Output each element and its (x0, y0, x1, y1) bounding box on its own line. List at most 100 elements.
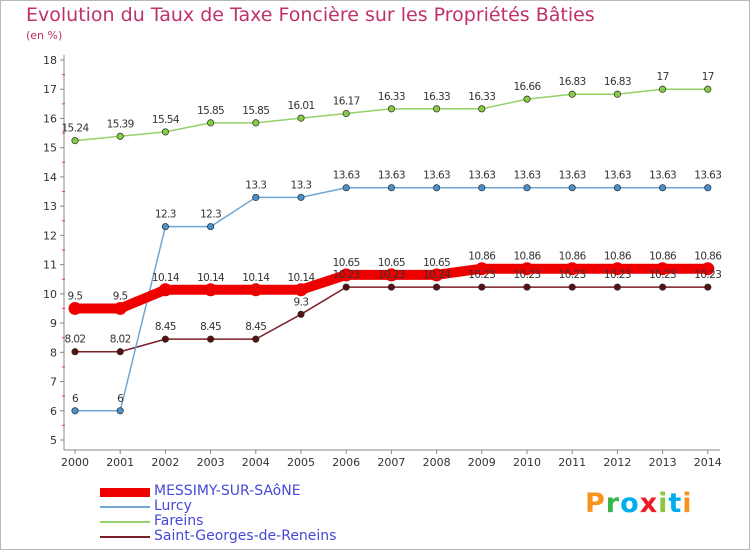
x-tick-label: 2011 (558, 456, 586, 469)
data-point (387, 105, 395, 113)
data-label: 13.63 (333, 170, 360, 182)
x-tick-label: 2003 (197, 456, 225, 469)
data-label: 10.23 (513, 269, 540, 281)
data-label: 10.24 (423, 269, 451, 281)
data-label: 10.65 (333, 257, 360, 269)
data-point (523, 283, 531, 291)
data-label: 10.65 (378, 257, 405, 269)
y-tick-label: 12 (43, 229, 57, 242)
data-point (659, 85, 667, 93)
x-tick-label: 2005 (287, 456, 315, 469)
data-point (610, 262, 624, 276)
y-tick-label: 7 (50, 376, 57, 389)
data-point (433, 105, 441, 113)
legend-swatch (100, 536, 150, 538)
x-tick-label: 2002 (151, 456, 179, 469)
y-tick-label: 16 (43, 112, 57, 125)
data-point (339, 268, 353, 282)
data-label: 13.63 (468, 170, 495, 182)
data-label: 10.86 (649, 251, 677, 263)
data-point (161, 335, 169, 343)
x-tick-label: 2000 (61, 456, 89, 469)
series-line-0 (74, 286, 709, 353)
data-label: 15.85 (197, 105, 224, 117)
data-point (520, 262, 534, 276)
legend-label: Saint-Georges-de-Reneins (154, 528, 337, 544)
logo-letter: o (620, 488, 640, 519)
x-tick-label: 2008 (423, 456, 451, 469)
data-point (252, 193, 260, 201)
data-label: 17 (702, 71, 714, 83)
data-point (613, 184, 621, 192)
data-label: 8.45 (245, 321, 266, 333)
x-tick-label: 2001 (106, 456, 134, 469)
data-point (659, 184, 667, 192)
data-point (430, 268, 444, 282)
data-point (568, 184, 576, 192)
legend-swatch (100, 506, 150, 508)
data-point (71, 137, 79, 145)
data-label: 10.65 (423, 257, 450, 269)
data-label: 10.23 (559, 269, 586, 281)
data-label: 13.63 (559, 170, 586, 182)
data-point (297, 114, 305, 122)
data-label: 12.3 (200, 209, 221, 221)
data-label: 9.5 (113, 290, 128, 302)
data-point (659, 283, 667, 291)
data-label: 10.14 (242, 272, 270, 284)
proxiti-logo: Proxiti (585, 488, 693, 519)
data-point (478, 283, 486, 291)
data-label: 8.45 (200, 321, 221, 333)
data-label: 10.14 (287, 272, 315, 284)
logo-letter: t (668, 488, 683, 519)
data-point (294, 283, 308, 297)
data-point (116, 132, 124, 140)
logo-letter: i (658, 488, 669, 519)
data-point (249, 283, 263, 297)
data-label: 13.63 (423, 170, 450, 182)
data-point (161, 128, 169, 136)
data-label: 13.63 (513, 170, 540, 182)
data-point (475, 262, 489, 276)
data-label: 10.86 (694, 251, 722, 263)
logo-letter: x (639, 488, 659, 519)
data-label: 6 (72, 393, 79, 405)
data-point (568, 283, 576, 291)
data-label: 15.39 (107, 118, 134, 130)
data-label: 16.83 (559, 76, 586, 88)
data-label: 12.3 (155, 209, 176, 221)
legend-label: Fareins (154, 513, 204, 529)
data-label: 10.23 (468, 269, 495, 281)
logo-letter: P (585, 488, 606, 519)
y-tick-label: 18 (43, 54, 57, 67)
data-label: 10.23 (378, 269, 405, 281)
y-tick-label: 9 (50, 317, 57, 330)
data-point (297, 193, 305, 201)
data-label: 13.3 (291, 179, 312, 191)
data-label: 9.5 (68, 290, 83, 302)
data-label: 16.01 (287, 100, 314, 112)
y-tick-label: 6 (50, 405, 57, 418)
data-point (384, 268, 398, 282)
data-point (478, 184, 486, 192)
data-label: 16.33 (423, 91, 450, 103)
data-point (113, 301, 127, 315)
logo-letter: r (605, 488, 621, 519)
data-point (342, 283, 350, 291)
legend-label: MESSIMY-SUR-SAôNE (154, 483, 301, 499)
data-point (71, 348, 79, 356)
data-label: 10.14 (152, 272, 180, 284)
x-tick-label: 2012 (603, 456, 631, 469)
data-label: 13.63 (604, 170, 631, 182)
data-label: 10.23 (649, 269, 676, 281)
data-label: 16.33 (378, 91, 405, 103)
y-tick-label: 15 (43, 142, 57, 155)
data-point (158, 283, 172, 297)
x-tick-label: 2010 (513, 456, 541, 469)
x-tick-label: 2006 (332, 456, 360, 469)
data-label: 15.54 (152, 114, 180, 126)
y-tick-label: 17 (43, 83, 57, 96)
data-label: 10.23 (694, 269, 721, 281)
data-point (433, 283, 441, 291)
